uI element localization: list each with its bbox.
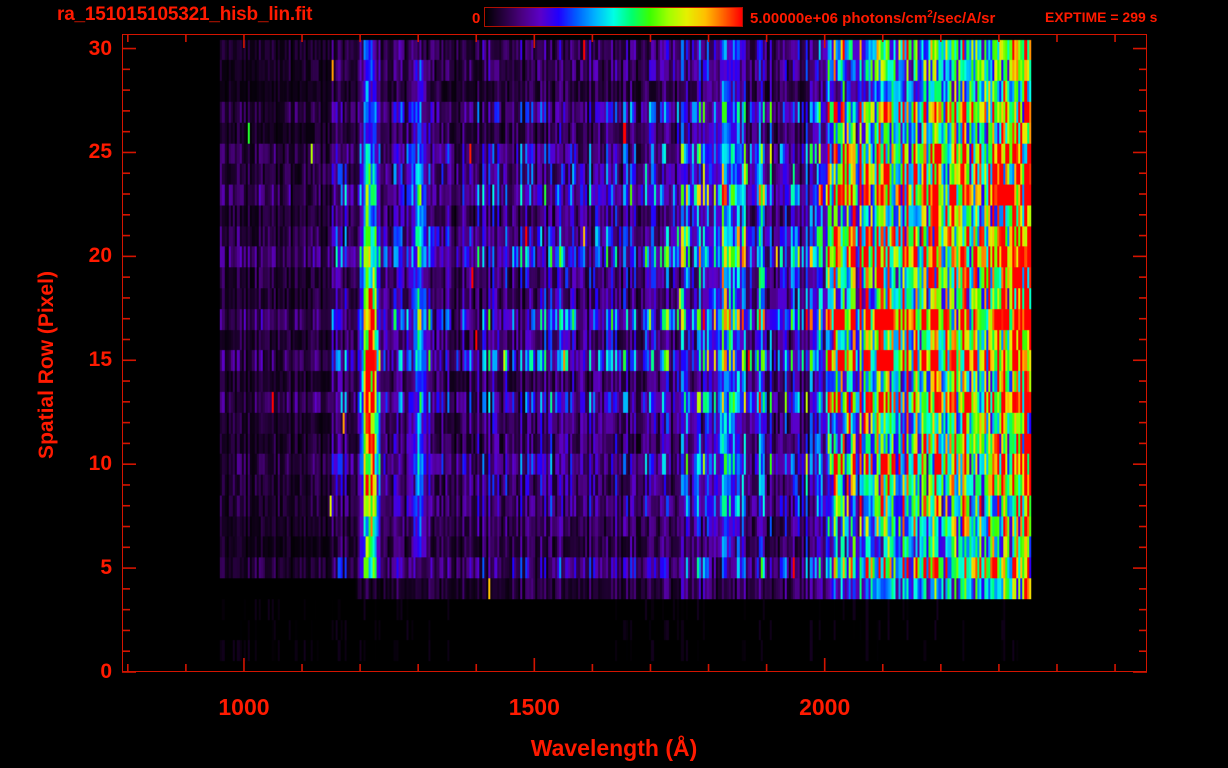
spectrogram-heatmap xyxy=(123,35,1146,671)
plot-frame xyxy=(122,34,1147,672)
y-tick-label: 25 xyxy=(88,140,112,164)
y-tick-label: 15 xyxy=(88,348,112,372)
x-tick-label: 1000 xyxy=(218,694,270,720)
exposure-time-label: EXPTIME = 299 s xyxy=(1045,9,1158,25)
colorbar-max-value: 5.00000e+06 xyxy=(750,10,839,27)
colorbar-min-label: 0 xyxy=(472,10,481,27)
colorbar-units-suffix: /sec/A/sr xyxy=(932,10,996,27)
colorbar-units-exponent: 2 xyxy=(927,9,933,20)
colorbar-max-label: 5.00000e+06 photons/cm2/sec/A/sr xyxy=(750,9,995,27)
x-axis-title: Wavelength (Å) xyxy=(530,735,698,761)
x-tick-label: 1500 xyxy=(508,694,560,720)
x-tick-label: 2000 xyxy=(799,694,851,720)
page-title: ra_151015105321_hisb_lin.fit xyxy=(57,4,313,25)
colorbar-gradient xyxy=(485,8,742,26)
colorbar-units-prefix: photons/cm xyxy=(838,10,928,27)
colorbar xyxy=(484,7,743,27)
y-tick-label: 10 xyxy=(88,452,112,476)
y-tick-label: 0 xyxy=(100,660,112,683)
y-tick-label: 30 xyxy=(88,36,112,60)
y-tick-label: 5 xyxy=(100,556,112,580)
header-bar: ra_151015105321_hisb_lin.fit 0 5.00000e+… xyxy=(0,0,1228,32)
y-tick-label: 20 xyxy=(88,244,112,268)
